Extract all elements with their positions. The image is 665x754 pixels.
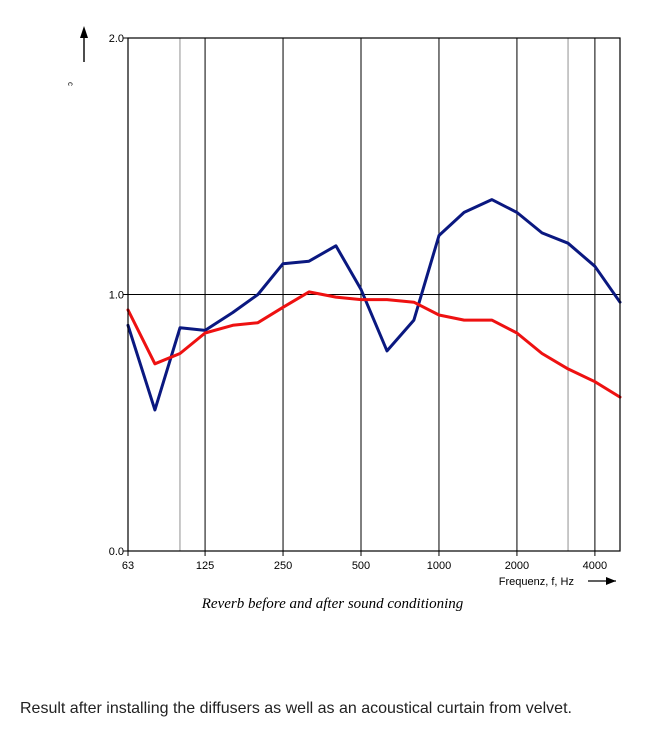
y-tick-label-2.0: 2.0 xyxy=(109,33,124,45)
x-axis-arrow-head xyxy=(606,577,616,585)
x-tick-label-125: 125 xyxy=(196,560,214,572)
series-line-2 xyxy=(126,290,622,399)
grid-layer xyxy=(123,38,620,556)
y-tick-label-1.0: 1.0 xyxy=(109,290,124,302)
x-tick-label-63: 63 xyxy=(122,560,134,572)
x-tick-label-500: 500 xyxy=(352,560,370,572)
label-layer: 0.0 1.0 2.0 63 125 250 500 1000 2000 4000 Frequenz… xyxy=(66,26,616,588)
y-axis-glyph: ᵓ xyxy=(66,82,78,86)
x-tick-label-2000: 2000 xyxy=(505,560,529,572)
x-tick-label-4000: 4000 xyxy=(583,560,607,572)
reverb-chart: 0.0 1.0 2.0 63 125 250 500 1000 2000 4000 Frequenz… xyxy=(66,26,622,588)
frame-layer xyxy=(123,37,621,552)
x-tick-label-250: 250 xyxy=(274,560,292,572)
series-line-1 xyxy=(126,198,622,412)
x-axis-title: Frequenz, f, Hz xyxy=(499,576,574,588)
chart-caption: Reverb before and after sound conditioni… xyxy=(201,596,464,612)
y-tick-label-0.0: 0.0 xyxy=(109,546,124,558)
result-description: Result after installing the diffusers as… xyxy=(20,700,572,717)
y-axis-arrow-head xyxy=(80,26,88,38)
x-tick-label-1000: 1000 xyxy=(427,560,451,572)
series-layer xyxy=(126,198,622,412)
